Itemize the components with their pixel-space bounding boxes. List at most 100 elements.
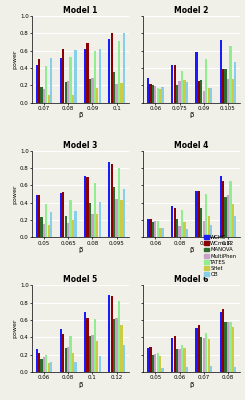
X-axis label: β: β xyxy=(78,382,83,388)
Bar xyxy=(174,66,176,103)
Bar xyxy=(154,221,157,238)
Bar xyxy=(176,219,178,238)
Bar xyxy=(50,58,52,103)
Bar xyxy=(50,362,52,372)
Bar xyxy=(229,46,232,103)
Bar xyxy=(48,363,50,372)
Bar xyxy=(186,367,188,372)
Bar xyxy=(152,222,154,238)
Bar xyxy=(200,337,202,372)
Bar xyxy=(227,322,229,372)
Bar xyxy=(123,189,125,238)
Bar xyxy=(159,228,161,238)
Title: Model 6: Model 6 xyxy=(174,275,209,284)
Bar xyxy=(220,176,222,238)
Bar xyxy=(113,72,115,103)
Bar xyxy=(36,65,38,103)
Bar xyxy=(234,367,236,372)
Bar xyxy=(94,183,96,238)
Bar xyxy=(181,210,183,238)
Bar xyxy=(91,78,94,103)
Bar xyxy=(224,197,227,238)
Bar xyxy=(198,81,200,103)
Bar xyxy=(62,49,64,103)
Bar xyxy=(40,87,43,103)
Y-axis label: power: power xyxy=(12,184,17,204)
Bar xyxy=(65,82,67,103)
Bar xyxy=(89,336,91,372)
Bar xyxy=(96,88,98,103)
Title: Model 2: Model 2 xyxy=(174,6,209,15)
Bar xyxy=(98,356,101,372)
Bar xyxy=(161,228,164,238)
Bar xyxy=(147,348,149,372)
Bar xyxy=(62,192,64,238)
Bar xyxy=(60,58,62,103)
Bar xyxy=(157,221,159,238)
Bar xyxy=(67,223,69,238)
Bar xyxy=(222,69,224,103)
Bar xyxy=(208,339,210,372)
Bar xyxy=(36,350,38,372)
Bar xyxy=(118,41,120,103)
Bar xyxy=(86,318,89,372)
Bar xyxy=(171,65,173,103)
Bar xyxy=(43,89,45,103)
Bar xyxy=(74,50,76,103)
X-axis label: β: β xyxy=(189,112,194,118)
Bar xyxy=(149,219,152,238)
Bar xyxy=(108,40,110,103)
Bar xyxy=(210,88,212,103)
Bar xyxy=(118,301,120,372)
Bar xyxy=(65,216,67,238)
Bar xyxy=(161,87,164,103)
Bar xyxy=(234,216,236,238)
Bar xyxy=(149,347,152,372)
Title: Model 1: Model 1 xyxy=(63,6,98,15)
Bar xyxy=(111,33,113,103)
Bar xyxy=(67,81,69,103)
Bar xyxy=(171,338,173,372)
Bar xyxy=(65,348,67,372)
Bar xyxy=(113,187,115,238)
Bar xyxy=(222,181,224,238)
Bar xyxy=(60,193,62,238)
Bar xyxy=(48,225,50,238)
Bar xyxy=(98,49,101,103)
X-axis label: β: β xyxy=(78,112,83,118)
Bar xyxy=(147,219,149,238)
Bar xyxy=(70,57,72,103)
Y-axis label: power: power xyxy=(12,50,17,69)
Bar xyxy=(50,212,52,238)
Bar xyxy=(161,368,164,372)
Bar xyxy=(38,353,40,372)
Bar xyxy=(229,181,232,238)
Bar xyxy=(70,336,72,372)
Bar xyxy=(74,211,76,238)
Title: Model 3: Model 3 xyxy=(63,141,98,150)
Bar xyxy=(227,78,229,103)
Y-axis label: power: power xyxy=(12,319,17,338)
Bar xyxy=(38,195,40,238)
Bar xyxy=(154,86,157,103)
Bar xyxy=(220,40,222,103)
Bar xyxy=(220,312,222,372)
Bar xyxy=(111,296,113,372)
Bar xyxy=(149,84,152,103)
Bar xyxy=(203,221,205,238)
Bar xyxy=(205,194,207,238)
Bar xyxy=(94,319,96,372)
Bar xyxy=(232,327,234,372)
Bar xyxy=(123,33,125,103)
Bar xyxy=(38,58,40,103)
Bar xyxy=(205,60,207,103)
Bar xyxy=(108,162,110,238)
Bar xyxy=(224,69,227,103)
Bar xyxy=(120,325,122,372)
Bar xyxy=(198,325,200,372)
Bar xyxy=(208,88,210,103)
Bar xyxy=(96,341,98,372)
Bar xyxy=(183,348,185,372)
Bar xyxy=(36,195,38,238)
Bar xyxy=(234,62,236,103)
